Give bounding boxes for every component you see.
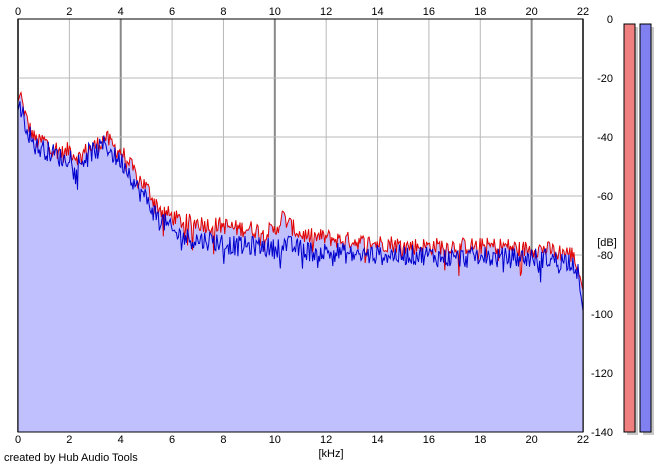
x-tick-label-top: 22 — [577, 6, 589, 18]
x-tick-label-bottom: 8 — [220, 434, 226, 446]
y-tick-label: -80 — [597, 250, 613, 262]
y-tick-label: 0 — [607, 14, 613, 26]
x-tick-label-top: 2 — [66, 6, 72, 18]
x-tick-label-bottom: 22 — [577, 434, 589, 446]
x-tick-label-top: 4 — [118, 6, 124, 18]
x-tick-label-top: 8 — [220, 6, 226, 18]
top-x-ticks: 0 2 4 6 8 10 12 14 16 18 20 22 — [15, 6, 589, 18]
level-meter — [639, 23, 652, 433]
x-tick-label-top: 0 — [15, 6, 21, 18]
plot-frame — [17, 18, 584, 433]
y-tick-label: -40 — [597, 132, 613, 144]
x-tick-label-top: 16 — [423, 6, 435, 18]
x-tick-label-top: 6 — [169, 6, 175, 18]
x-tick-label-top: 14 — [371, 6, 383, 18]
y-axis-label: [dB] — [597, 237, 617, 249]
y-tick-label: -60 — [597, 191, 613, 203]
x-tick-label-top: 12 — [320, 6, 332, 18]
level-meters — [623, 23, 654, 435]
x-tick-label-bottom: 12 — [320, 434, 332, 446]
x-tick-label-top: 10 — [269, 6, 281, 18]
x-tick-label-bottom: 14 — [371, 434, 383, 446]
x-tick-label-top: 18 — [474, 6, 486, 18]
y-tick-label: -140 — [591, 427, 613, 439]
x-tick-label-bottom: 4 — [118, 434, 124, 446]
x-tick-label-bottom: 2 — [66, 434, 72, 446]
level-meter — [623, 23, 636, 433]
y-tick-label: -20 — [597, 73, 613, 85]
x-tick-label-bottom: 6 — [169, 434, 175, 446]
x-tick-label-bottom: 16 — [423, 434, 435, 446]
spectrum-area — [18, 92, 583, 432]
x-tick-label-bottom: 10 — [269, 434, 281, 446]
x-tick-label-bottom: 18 — [474, 434, 486, 446]
bottom-x-ticks: 0 2 4 6 8 10 12 14 16 18 20 22 — [15, 434, 589, 446]
credit-text: created by Hub Audio Tools — [4, 452, 138, 464]
series-lines — [17, 90, 584, 312]
y-tick-label: -100 — [591, 309, 613, 321]
series-line-blue — [17, 101, 584, 312]
y-ticks: 0 -20 -40 -60 -80 -100 -120 -140 — [591, 14, 613, 439]
y-tick-label: -120 — [591, 368, 613, 380]
series-line-red — [17, 90, 584, 291]
x-tick-label-bottom: 20 — [526, 434, 538, 446]
x-axis-label: [kHz] — [318, 448, 343, 460]
x-tick-label-bottom: 0 — [15, 434, 21, 446]
x-tick-label-top: 20 — [526, 6, 538, 18]
